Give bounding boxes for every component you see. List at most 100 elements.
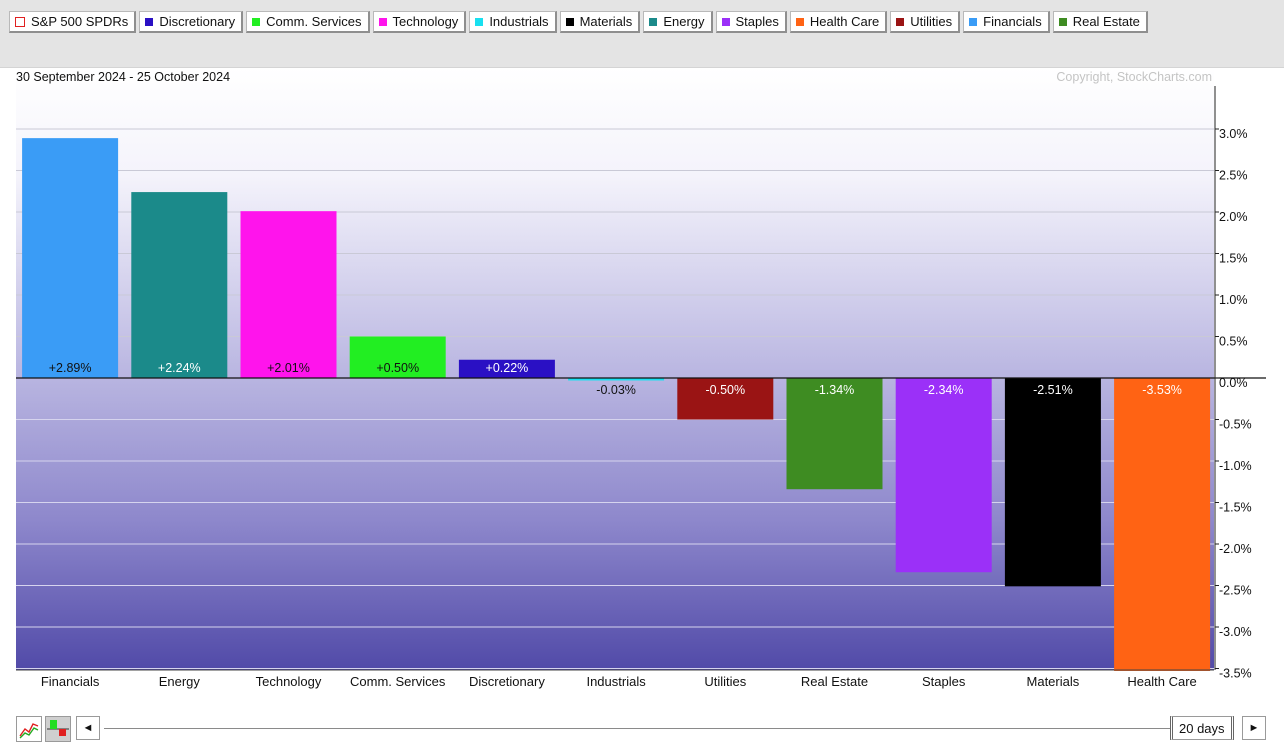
- bar-industrials: [568, 378, 665, 381]
- legend-label: Technology: [392, 14, 459, 29]
- legend-item-health-care[interactable]: Health Care: [789, 11, 888, 33]
- legend-item-industrials[interactable]: Industrials: [469, 11, 557, 33]
- period-label: 20 days: [1179, 720, 1225, 736]
- y-tick-label: 3.0%: [1219, 127, 1248, 141]
- y-tick-label: -3.0%: [1219, 625, 1252, 639]
- data-label: +2.89%: [49, 361, 92, 375]
- legend-item-real-estate[interactable]: Real Estate: [1052, 11, 1148, 33]
- bar-comm-services: [349, 336, 446, 378]
- scroll-left-button[interactable]: ◄: [76, 716, 100, 740]
- x-tick-label: Energy: [159, 674, 201, 689]
- data-label: +0.50%: [376, 361, 419, 375]
- legend-item-financials[interactable]: Financials: [963, 11, 1050, 33]
- copyright-label: Copyright, StockCharts.com: [1056, 70, 1212, 84]
- legend-item-materials[interactable]: Materials: [559, 11, 641, 33]
- date-range-label: 30 September 2024 - 25 October 2024: [16, 70, 230, 84]
- legend-swatch: [145, 17, 154, 26]
- y-tick-label: -1.0%: [1219, 459, 1252, 473]
- legend-item-staples[interactable]: Staples: [715, 11, 787, 33]
- legend-item-comm-services[interactable]: Comm. Services: [246, 11, 370, 33]
- legend-swatch: [1058, 17, 1067, 26]
- legend-item-s-p-500-spdrs[interactable]: S&P 500 SPDRs: [9, 11, 137, 33]
- legend-label: S&P 500 SPDRs: [31, 14, 129, 29]
- data-label: +2.24%: [158, 361, 201, 375]
- bar-real-estate: [786, 378, 883, 490]
- bar-materials: [1004, 378, 1101, 587]
- legend-swatch: [721, 17, 730, 26]
- timeline-slider[interactable]: [104, 728, 1170, 729]
- bar-financials: [22, 138, 119, 378]
- x-tick-label: Comm. Services: [350, 674, 446, 689]
- line-chart-icon[interactable]: [16, 716, 42, 742]
- period-selector[interactable]: 20 days: [1170, 716, 1234, 740]
- x-tick-label: Staples: [922, 674, 966, 689]
- bar-staples: [895, 378, 992, 573]
- y-tick-label: 1.5%: [1219, 252, 1248, 266]
- legend-label: Staples: [735, 14, 779, 29]
- x-tick-label: Real Estate: [801, 674, 868, 689]
- bar-utilities: [677, 378, 774, 420]
- bar-health-care: [1114, 378, 1211, 671]
- x-tick-label: Discretionary: [469, 674, 545, 689]
- legend-label: Industrials: [489, 14, 549, 29]
- legend-label: Comm. Services: [266, 14, 362, 29]
- legend-label: Materials: [579, 14, 633, 29]
- data-label: +2.01%: [267, 361, 310, 375]
- y-tick-label: -1.5%: [1219, 501, 1252, 515]
- legend-item-energy[interactable]: Energy: [643, 11, 713, 33]
- bar-energy: [131, 192, 228, 378]
- x-axis-labels: Financials Energy Technology Comm. Services…: [41, 674, 1197, 689]
- data-label: -2.34%: [924, 383, 964, 397]
- scroll-right-button[interactable]: ►: [1242, 716, 1266, 740]
- data-label: -1.34%: [815, 383, 855, 397]
- legend-swatch: [565, 17, 574, 26]
- y-tick-label: 0.0%: [1219, 376, 1248, 390]
- legend-swatch: [475, 17, 484, 26]
- legend-swatch: [15, 16, 25, 27]
- y-tick-label: 1.0%: [1219, 293, 1248, 307]
- x-tick-label: Financials: [41, 674, 100, 689]
- x-tick-label: Utilities: [704, 674, 746, 689]
- toolbar: S&P 500 SPDRs Discretionary Comm. Services…: [0, 0, 1284, 68]
- legend-swatch: [649, 17, 658, 26]
- legend-label: Real Estate: [1072, 14, 1140, 29]
- y-tick-label: -2.5%: [1219, 584, 1252, 598]
- data-label: -3.53%: [1142, 383, 1182, 397]
- y-tick-label: 2.0%: [1219, 210, 1248, 224]
- bars: +2.89% +2.24% +2.01% +0.50% +0.22% -0.03% -0.5…: [16, 138, 1266, 671]
- data-label: -0.50%: [705, 383, 745, 397]
- legend-label: Discretionary: [159, 14, 236, 29]
- bar-chart-icon-graphic: [47, 720, 69, 736]
- legend-swatch: [969, 17, 978, 26]
- legend-item-discretionary[interactable]: Discretionary: [139, 11, 244, 33]
- y-tick-label: 2.5%: [1219, 169, 1248, 183]
- bar-discretionary: [458, 359, 555, 378]
- y-tick-label: -2.0%: [1219, 542, 1252, 556]
- bottom-controls: ◄ 20 days ►: [0, 708, 1284, 750]
- legend-swatch: [378, 17, 387, 26]
- y-tick-label: -3.5%: [1219, 667, 1252, 681]
- legend-item-technology[interactable]: Technology: [372, 11, 467, 33]
- legend-label: Health Care: [809, 14, 880, 29]
- x-tick-label: Health Care: [1127, 674, 1196, 689]
- line-chart-icon-graphic: [19, 723, 39, 739]
- chart-area: +2.89% +2.24% +2.01% +0.50% +0.22% -0.03% -0.5…: [16, 68, 1266, 689]
- legend-item-utilities[interactable]: Utilities: [890, 11, 961, 33]
- y-tick-label: -0.5%: [1219, 418, 1252, 432]
- data-label: -0.03%: [596, 383, 636, 397]
- y-axis: 3.0% 2.5% 2.0% 1.5% 1.0% 0.5% 0.0% -0.5% -1.0% -1…: [1214, 86, 1252, 681]
- legend-swatch: [896, 17, 905, 26]
- legend-label: Utilities: [910, 14, 953, 29]
- bar-technology: [240, 211, 337, 378]
- x-tick-label: Technology: [256, 674, 322, 689]
- x-tick-label: Industrials: [586, 674, 646, 689]
- bar-chart-icon[interactable]: [45, 716, 71, 742]
- data-label: -2.51%: [1033, 383, 1073, 397]
- legend-label: Financials: [983, 14, 1042, 29]
- legend-swatch: [252, 17, 261, 26]
- legend-bar: S&P 500 SPDRs Discretionary Comm. Services…: [9, 11, 1148, 33]
- legend-label: Energy: [663, 14, 705, 29]
- data-label: +0.22%: [486, 361, 529, 375]
- legend-swatch: [795, 17, 804, 26]
- x-tick-label: Materials: [1027, 674, 1080, 689]
